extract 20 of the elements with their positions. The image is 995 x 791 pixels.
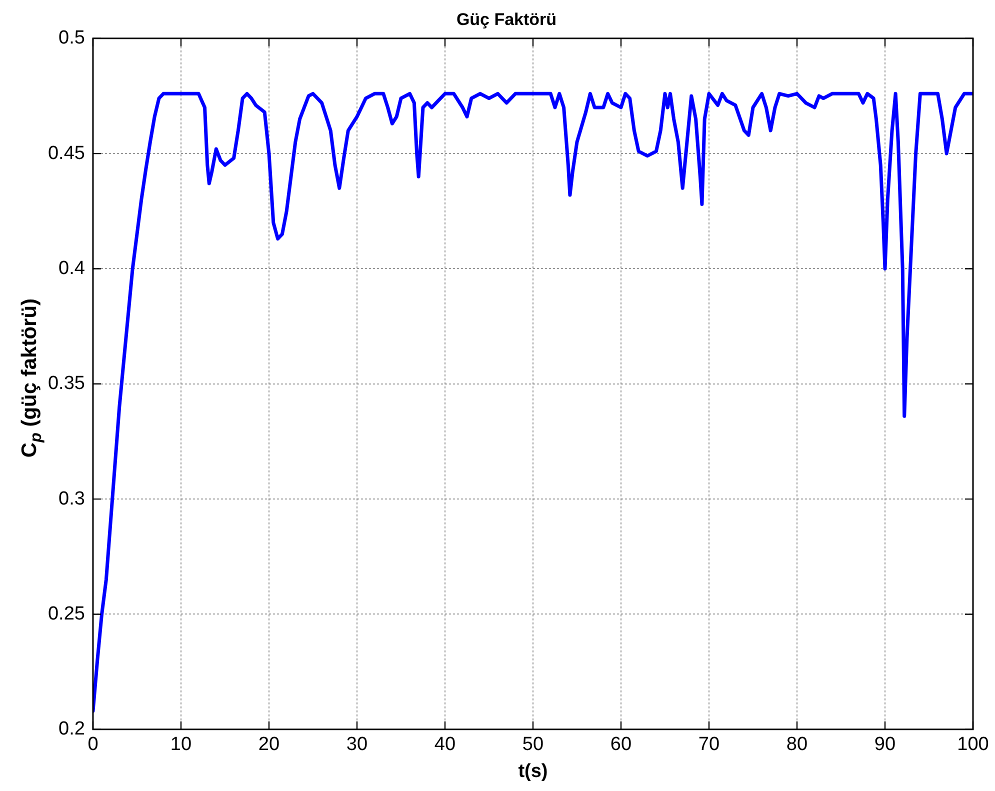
x-tick-label: 50 [522, 734, 544, 756]
x-tick-label: 90 [874, 734, 896, 756]
x-tick-label: 100 [957, 734, 989, 756]
y-tick-label: 0.5 [58, 28, 85, 49]
x-tick-label: 0 [88, 734, 98, 756]
y-tick-label: 0.35 [48, 373, 85, 394]
y-tick-label: 0.3 [58, 488, 85, 510]
x-axis-title: t(s) [518, 760, 548, 782]
x-tick-label: 40 [434, 734, 456, 756]
x-tick-label: 60 [610, 734, 632, 756]
x-tick-label: 70 [698, 734, 720, 756]
x-tick-label: 10 [170, 734, 192, 756]
y-tick-label: 0.4 [58, 258, 86, 279]
x-tick-label: 20 [258, 734, 280, 756]
x-tick-label: 80 [786, 734, 808, 756]
chart-title: Güç Faktörü [456, 10, 557, 29]
y-tick-label: 0.25 [48, 603, 85, 624]
y-tick-label: 0.45 [48, 142, 85, 164]
x-tick-label: 30 [346, 734, 368, 756]
y-tick-label: 0.2 [58, 718, 85, 740]
